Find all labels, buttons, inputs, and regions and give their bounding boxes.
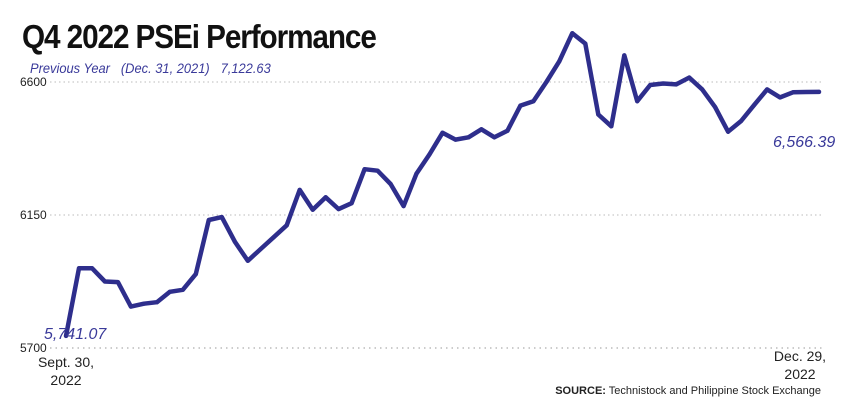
y-axis: 6600 6150 5700 [20, 75, 47, 355]
previous-year-value: 7,122.63 [220, 60, 271, 76]
data-point [791, 90, 795, 95]
data-point [583, 41, 588, 46]
data-point [154, 300, 159, 305]
data-point [674, 82, 679, 87]
data-point [206, 218, 211, 222]
data-point [77, 266, 81, 271]
data-point [297, 187, 302, 192]
series-line [63, 30, 822, 339]
data-point [219, 215, 224, 220]
source-prefix: SOURCE: [555, 385, 606, 397]
data-point [518, 103, 523, 108]
previous-year-label: Previous Year [30, 60, 110, 76]
data-point [765, 87, 770, 92]
data-point [102, 279, 107, 284]
previous-year-date: (Dec. 31, 2021) [120, 60, 210, 76]
data-point [401, 204, 406, 209]
grid-layer [50, 81, 823, 349]
start-value-label: 5,741.07 [44, 326, 107, 343]
x-tick-start-line1: Sept. 30, [38, 354, 94, 370]
data-point [700, 87, 705, 92]
y-tick-label: 6150 [20, 208, 47, 222]
data-point [622, 53, 627, 58]
x-tick-start-line2: 2022 [50, 372, 81, 388]
data-point [141, 301, 146, 306]
source-text: Technistock and Philippine Stock Exchang… [605, 385, 821, 397]
data-point [466, 135, 471, 140]
data-point [440, 130, 445, 135]
data-point [180, 287, 185, 292]
data-point [349, 201, 354, 206]
data-point [570, 31, 575, 36]
x-tick-end-line1: Dec. 29, [774, 348, 826, 364]
data-point [687, 75, 692, 80]
data-point [492, 135, 497, 140]
previous-year-note: Previous Year (Dec. 31, 2021) 7,122.63 [30, 60, 278, 76]
data-point [752, 103, 757, 108]
data-point [531, 99, 536, 104]
data-point [713, 105, 718, 110]
data-point [193, 272, 198, 277]
end-value-label: 6,566.39 [773, 134, 835, 151]
data-point [388, 182, 393, 186]
source-note: SOURCE: Technistock and Philippine Stock… [555, 385, 821, 397]
data-point [635, 99, 640, 104]
x-tick-end-line2: 2022 [784, 366, 815, 382]
data-points [64, 31, 821, 338]
data-point [258, 247, 263, 251]
data-point [427, 152, 432, 157]
data-point [414, 171, 419, 176]
data-point [375, 168, 380, 173]
data-point [64, 333, 68, 338]
data-point [661, 81, 666, 86]
data-point [167, 289, 172, 294]
data-point [284, 223, 289, 228]
data-point [90, 266, 94, 271]
data-point [557, 59, 562, 64]
data-point [804, 90, 808, 94]
data-point [726, 129, 731, 134]
y-tick-label: 6600 [20, 75, 47, 89]
data-point [232, 239, 237, 244]
data-point [310, 207, 315, 212]
data-point [648, 83, 653, 87]
data-point [128, 304, 133, 309]
y-tick-label: 5700 [20, 341, 47, 355]
data-point [271, 235, 276, 240]
data-point [336, 207, 341, 212]
data-point [596, 112, 601, 117]
chart-title: Q4 2022 PSEi Performance [22, 18, 377, 55]
data-point [544, 80, 549, 84]
data-point [505, 128, 510, 133]
data-point [362, 167, 367, 172]
data-point [453, 137, 458, 142]
data-point [479, 127, 484, 132]
data-point [115, 280, 120, 285]
data-point [323, 195, 328, 200]
data-point [739, 119, 744, 123]
data-point [778, 95, 783, 100]
data-point [609, 124, 614, 129]
data-point [245, 258, 250, 263]
data-point [817, 89, 821, 94]
